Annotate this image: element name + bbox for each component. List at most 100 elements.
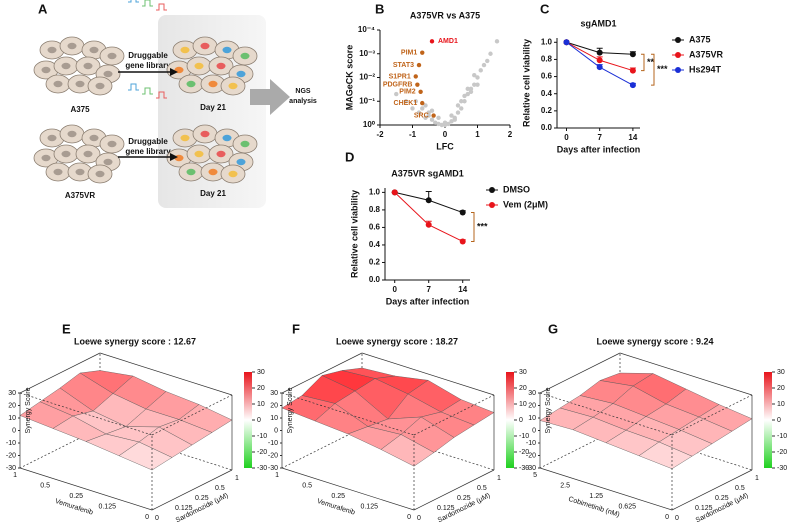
nucleus bbox=[41, 154, 51, 162]
marker bbox=[425, 221, 432, 228]
y-tick-label: 10⁰ bbox=[363, 120, 376, 129]
colorbar bbox=[764, 372, 772, 468]
marker bbox=[425, 197, 432, 204]
library-label: Druggable bbox=[128, 51, 168, 60]
ngs-label: NGS bbox=[295, 88, 311, 95]
colorbar-tick-label: 20 bbox=[257, 385, 265, 392]
colorbar-tick-label: -20 bbox=[519, 449, 529, 456]
x-tick-label: -2 bbox=[376, 130, 384, 139]
library-label: gene library bbox=[125, 147, 171, 156]
nucleus bbox=[47, 134, 57, 142]
colorbar-tick-label: -20 bbox=[777, 449, 787, 456]
z-tick-label: -30 bbox=[6, 465, 16, 472]
highlight-point bbox=[431, 113, 436, 118]
marker bbox=[596, 64, 603, 71]
highlight-point bbox=[429, 39, 435, 44]
cell-line-label: A375 bbox=[70, 105, 90, 114]
nucleus bbox=[61, 62, 71, 70]
nucleus bbox=[240, 140, 250, 148]
significance-bracket bbox=[641, 53, 645, 72]
point bbox=[410, 106, 415, 111]
box-edge bbox=[281, 467, 415, 511]
y-axis-label: Relative cell viability bbox=[521, 39, 531, 127]
panel-letter: G bbox=[548, 321, 558, 336]
nucleus bbox=[222, 134, 232, 142]
x-axis-label: Days after infection bbox=[557, 144, 641, 154]
y-tick-label: 0.2 bbox=[541, 106, 553, 115]
nucleus bbox=[180, 134, 190, 142]
gene-label: STAT3 bbox=[393, 62, 414, 69]
x-tick-label: 0 bbox=[417, 515, 421, 522]
chart-title: Loewe synergy score : 12.67 bbox=[74, 336, 196, 346]
significance-bracket bbox=[471, 212, 475, 242]
panel-letter: A bbox=[38, 1, 48, 16]
highlight-point bbox=[416, 62, 422, 68]
gene-label: SRC bbox=[414, 112, 429, 119]
nucleus bbox=[240, 52, 250, 60]
x-tick-label: 0.25 bbox=[715, 495, 729, 502]
colorbar-tick-label: -10 bbox=[257, 433, 267, 440]
x-tick-label: 1 bbox=[497, 475, 501, 482]
panel-letter: C bbox=[540, 1, 550, 16]
plasmid bbox=[156, 3, 167, 11]
point bbox=[462, 93, 467, 99]
point bbox=[429, 117, 435, 122]
point bbox=[485, 58, 490, 64]
chart-title: Loewe synergy score : 9.24 bbox=[596, 336, 713, 346]
point bbox=[413, 99, 418, 104]
point bbox=[475, 82, 480, 87]
colorbar-tick-label: -30 bbox=[777, 465, 787, 472]
arrow-head bbox=[170, 153, 178, 161]
z-tick-label: 30 bbox=[270, 390, 278, 397]
z-tick-label: 20 bbox=[8, 402, 16, 409]
y-tick-label: 0.5 bbox=[302, 482, 312, 489]
x-tick-label: 1 bbox=[755, 475, 759, 482]
y-tick-label: 0.2 bbox=[369, 258, 381, 267]
y-tick-label: 0.6 bbox=[541, 72, 553, 81]
colorbar-tick-label: -30 bbox=[257, 465, 267, 472]
y-axis-label: Vemurafenib bbox=[54, 498, 94, 517]
x-tick-label: 0 bbox=[392, 285, 397, 294]
z-axis-label: Synergy Score bbox=[287, 387, 294, 433]
nucleus bbox=[236, 70, 246, 78]
marker bbox=[596, 49, 603, 56]
ngs-arrow bbox=[250, 79, 290, 115]
point bbox=[403, 99, 409, 104]
y-tick-label: 10⁻³ bbox=[359, 49, 375, 58]
y-tick-label: 5 bbox=[533, 472, 537, 479]
point bbox=[449, 119, 454, 124]
nucleus bbox=[216, 62, 226, 70]
colorbar-tick-label: 10 bbox=[257, 401, 265, 408]
surface-patch bbox=[380, 434, 435, 467]
y-tick-label: 0.6 bbox=[369, 223, 381, 232]
box-edge bbox=[361, 352, 495, 396]
significance-label: *** bbox=[477, 221, 488, 231]
x-tick-label: 0.125 bbox=[695, 505, 713, 512]
y-tick-label: 1 bbox=[13, 472, 17, 479]
z-tick-label: -20 bbox=[526, 452, 536, 459]
nucleus bbox=[83, 62, 93, 70]
z-tick-label: 30 bbox=[8, 390, 16, 397]
x-tick-label: 14 bbox=[458, 285, 467, 294]
marker bbox=[563, 39, 570, 46]
box-edge bbox=[619, 352, 753, 396]
point bbox=[455, 110, 461, 115]
plasmid bbox=[128, 83, 139, 91]
box-edge bbox=[151, 394, 233, 436]
nucleus bbox=[200, 130, 210, 138]
marker bbox=[629, 51, 636, 58]
panel-a: A A375 A375VR Druggable gene library Dru… bbox=[33, 0, 317, 208]
marker bbox=[596, 57, 603, 64]
box-edge bbox=[539, 392, 673, 436]
colorbar-tick-label: 30 bbox=[519, 369, 527, 376]
point bbox=[423, 103, 428, 108]
chart-title: A375VR vs A375 bbox=[410, 10, 480, 20]
plasmid bbox=[156, 91, 167, 99]
point bbox=[455, 103, 461, 108]
significance-label: ** bbox=[647, 57, 655, 67]
colorbar-tick-label: 10 bbox=[519, 401, 527, 408]
x-tick-label: 1 bbox=[235, 475, 239, 482]
point bbox=[416, 110, 422, 115]
box-edge bbox=[19, 352, 101, 394]
box-edge bbox=[19, 427, 101, 469]
